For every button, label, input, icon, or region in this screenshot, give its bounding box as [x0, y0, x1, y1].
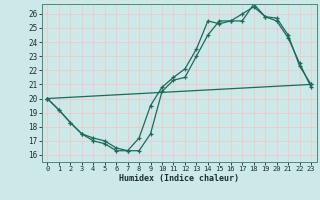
X-axis label: Humidex (Indice chaleur): Humidex (Indice chaleur): [119, 174, 239, 183]
